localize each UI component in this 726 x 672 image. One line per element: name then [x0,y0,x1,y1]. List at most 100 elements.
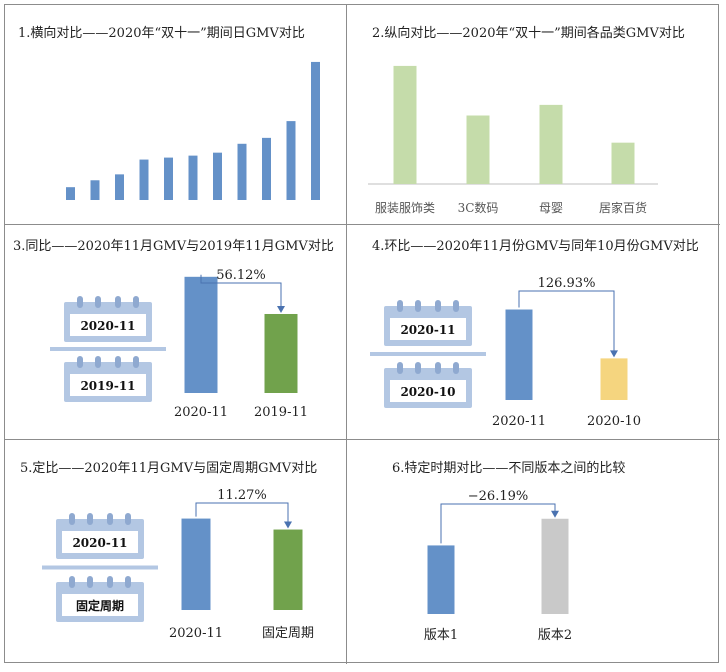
panel-3-title: 3.同比——2020年11月GMV与2019年11月GMV对比 [13,239,334,254]
comparison-bar [427,545,455,614]
panel-5-title: 5.定比——2020年11月GMV与固定周期GMV对比 [20,461,318,476]
calendar-ring [415,362,421,374]
comparison-arrowhead [551,510,559,518]
calendar-icon-top: 2020-11 [384,300,472,346]
calendar-label-bg [390,318,466,340]
comparison-bar [181,518,211,610]
comparison-arrow [518,290,615,353]
comparison-figure [4,4,720,664]
calendar-ring [435,300,441,312]
calendar-ring [77,356,83,368]
panel-divider-vertical [346,5,347,664]
calendar-ring [133,296,139,308]
calendar-label: 2020-10 [400,385,455,399]
calendar-ring [125,576,131,588]
calendar-icon-bottom: 2020-10 [384,362,472,408]
daily-gmv-bar [90,180,100,200]
daily-gmv-bar [139,159,149,200]
comparison-arrowhead [284,521,292,529]
comparison-annotation: 11.27% [217,488,267,503]
comparison-annotation: 126.93% [538,276,596,291]
comparison-bar [541,518,569,614]
calendar-ring [115,356,121,368]
category-bar [611,142,635,184]
calendar-ring [397,300,403,312]
calendar-ring [107,576,113,588]
calendar-label-bg [390,380,466,402]
category-tick-label: 居家百货 [599,200,647,215]
calendar-icon-top: 2020-11 [64,296,152,342]
daily-gmv-bar [115,174,124,200]
calendar-ring [77,296,83,308]
calendar-label: 2020-11 [72,536,127,550]
comparison-bar [600,358,628,400]
calendar-ring [435,362,441,374]
bar-category-label: 2019-11 [254,405,308,420]
calendar-ring [133,356,139,368]
daily-gmv-bar [66,187,75,200]
daily-gmv-bar [311,61,320,201]
category-bar [539,104,563,184]
comparison-annotation: 56.12% [216,268,266,283]
calendar-ring [87,576,93,588]
calendar-ring [115,296,121,308]
calendar-ring [69,576,75,588]
comparison-bar [264,313,298,393]
calendar-label-bg [70,314,146,336]
daily-gmv-bar [262,137,271,200]
bar-category-label: 固定周期 [262,626,314,641]
panel-4-title: 4.环比——2020年11月份GMV与同年10月份GMV对比 [372,239,699,254]
category-bar [466,115,490,184]
calendar-ring [453,362,459,374]
daily-gmv-bar [237,143,247,200]
category-bar [393,65,417,184]
calendar-ring [415,300,421,312]
daily-gmv-bar [286,121,296,200]
calendar-label-bg [62,531,138,553]
calendar-ring [95,356,101,368]
bar-category-label: 2020-10 [587,414,641,429]
calendar-ring [397,362,403,374]
panel-divider-row2 [5,439,720,440]
panel-6-title: 6.特定时期对比——不同版本之间的比较 [392,461,626,476]
panel-divider-row1 [5,224,720,225]
calendar-ring [69,513,75,525]
bar-category-label: 2020-11 [492,414,546,429]
category-tick-label: 3C数码 [458,200,499,215]
comparison-arrow [440,503,556,544]
comparison-arrowhead [277,305,285,313]
panel-1-title: 1.横向对比——2020年“双十一”期间日GMV对比 [18,26,305,41]
calendar-divider [42,565,158,570]
bar-category-label: 版本2 [538,628,572,643]
category-tick-label: 母婴 [539,201,563,215]
calendar-ring [95,296,101,308]
comparison-bar [505,309,533,400]
calendar-icon-bottom: 固定周期 [56,576,144,622]
calendar-divider [50,347,166,351]
bar-category-label: 版本1 [424,628,458,643]
comparison-arrow [200,274,282,308]
daily-gmv-bar [164,157,173,200]
calendar-ring [125,513,131,525]
calendar-ring [453,300,459,312]
comparison-annotation: −26.19% [468,489,528,504]
daily-gmv-bar [213,152,222,200]
calendar-icon-bottom: 2019-11 [64,356,152,402]
calendar-divider [370,352,486,356]
calendar-label: 2020-11 [80,319,135,333]
bar-category-label: 2020-11 [169,626,223,641]
comparison-arrow [195,502,289,524]
category-tick-label: 服装服饰类 [375,201,435,215]
calendar-label-bg [70,374,146,396]
calendar-label: 固定周期 [76,598,124,613]
bar-category-label: 2020-11 [174,405,228,420]
comparison-bar [273,529,303,610]
calendar-icon-top: 2020-11 [56,513,144,559]
calendar-label: 2019-11 [80,379,135,393]
